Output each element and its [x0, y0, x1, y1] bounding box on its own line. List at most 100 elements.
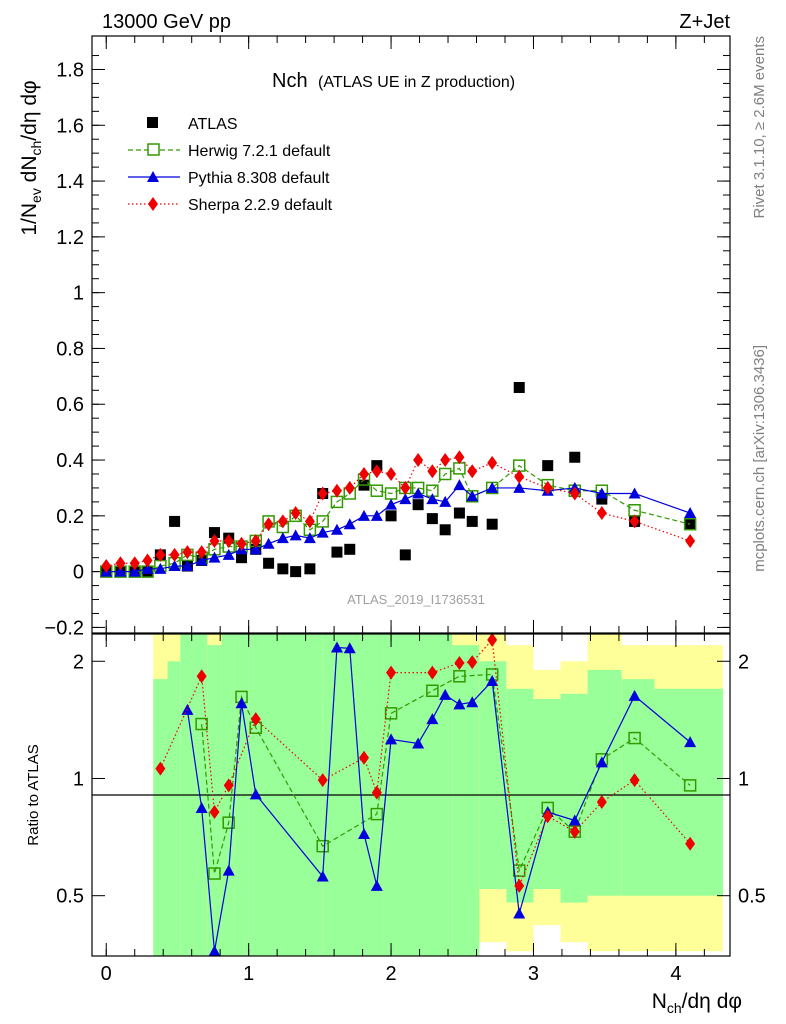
main-y-tick-label: 1.4: [56, 171, 84, 193]
x-tick-label: 4: [670, 963, 681, 985]
main-point-sherpa-2-2-9-default: [514, 469, 525, 484]
ratio-point-pythia-8-308-default: [249, 788, 262, 800]
mcplots-source-label: mcplots.cern.ch [arXiv:1306.3436]: [751, 345, 768, 572]
main-point-sherpa-2-2-9-default: [454, 450, 465, 465]
main-y-axis-ticks: −0.2 0 0.2 0.4 0.6 0.8 1 1.2 1.4 1.6 1.8: [45, 55, 730, 639]
plot-title-sub: (ATLAS UE in Z production): [318, 74, 515, 91]
ratio-point-pythia-8-308-default: [513, 907, 526, 919]
main-line-herwig-7-2-1-default: [106, 464, 691, 573]
ratio-point-pythia-8-308-default: [568, 814, 581, 826]
ratio-point-sherpa-2-2-9-default: [209, 805, 220, 820]
ratio-point-sherpa-2-2-9-default: [371, 785, 382, 800]
main-point-pythia-8-308-default: [358, 509, 371, 521]
main-point-pythia-8-308-default: [249, 543, 262, 555]
ratio-y-tick-label: 0.5: [56, 886, 84, 908]
main-point-atlas: [596, 493, 608, 505]
main-point-pythia-8-308-default: [330, 523, 343, 535]
main-point-pythia-8-308-default: [262, 537, 275, 549]
main-series-herwig-7-2-1-default: [99, 459, 697, 578]
main-point-atlas: [263, 557, 275, 569]
main-point-atlas: [542, 460, 554, 472]
main-point-herwig-7-2-1-default: [438, 467, 452, 481]
ratio-plot-panel: 0 1 2 3 4 0.5 0.5 1 1 2 2 Ratio to ATLAS Nch/dη dφ: [25, 36, 766, 1016]
main-point-atlas: [426, 513, 438, 525]
main-point-pythia-8-308-default: [684, 507, 697, 519]
ratio-point-pythia-8-308-default: [330, 641, 343, 653]
main-point-atlas: [399, 549, 411, 561]
ratio-point-pythia-8-308-default: [439, 688, 452, 700]
main-point-sherpa-2-2-9-default: [250, 533, 261, 548]
uncertainty-band-inner: [167, 661, 181, 956]
ratio-point-pythia-8-308-default: [385, 733, 398, 745]
main-point-sherpa-2-2-9-default: [290, 506, 301, 521]
uncertainty-band-inner: [560, 693, 588, 903]
main-point-sherpa-2-2-9-default: [413, 453, 424, 468]
ratio-point-sherpa-2-2-9-default: [629, 773, 640, 788]
main-point-sherpa-2-2-9-default: [277, 514, 288, 529]
main-point-sherpa-2-2-9-default: [629, 514, 640, 529]
ratio-y-tick-label-right: 1: [738, 768, 749, 790]
main-y-tick-label: −0.2: [45, 617, 84, 639]
main-point-sherpa-2-2-9-default: [569, 486, 580, 501]
uncertainty-band-inner: [452, 645, 480, 956]
ratio-point-pythia-8-308-default: [486, 674, 499, 686]
ratio-point-herwig-7-2-1-default: [222, 816, 235, 829]
ratio-point-sherpa-2-2-9-default: [596, 795, 607, 810]
main-point-sherpa-2-2-9-default: [331, 483, 342, 498]
main-point-sherpa-2-2-9-default: [223, 533, 234, 548]
ratio-series-sherpa-2-2-9-default: [155, 634, 696, 893]
main-point-sherpa-2-2-9-default: [359, 466, 370, 481]
ratio-point-sherpa-2-2-9-default: [196, 669, 207, 684]
main-plot-panel: −0.2 0 0.2 0.4 0.6 0.8 1 1.2 1.4 1.6 1.8 1/Nev dNc…: [18, 35, 731, 639]
main-point-pythia-8-308-default: [513, 481, 526, 493]
ratio-point-pythia-8-308-default: [412, 737, 425, 749]
main-point-pythia-8-308-default: [385, 498, 398, 510]
process-label: Z+Jet: [679, 11, 730, 33]
ratio-point-sherpa-2-2-9-default: [569, 824, 580, 839]
main-point-sherpa-2-2-9-default: [236, 536, 247, 551]
main-y-tick-label: 1: [73, 283, 84, 305]
legend-label-sherpa: Sherpa 2.2.9 default: [188, 197, 333, 214]
main-point-atlas: [486, 518, 498, 530]
main-point-pythia-8-308-default: [195, 554, 208, 566]
rivet-version-label: Rivet 3.1.10, ≥ 2.6M events: [751, 36, 768, 219]
uncertainty-band-inner: [234, 634, 249, 956]
uncertainty-band-inner: [248, 634, 323, 956]
uncertainty-band-inner: [621, 679, 655, 896]
x-tick-label: 2: [386, 963, 397, 985]
main-point-sherpa-2-2-9-default: [386, 466, 397, 481]
main-point-atlas: [169, 515, 181, 527]
main-point-sherpa-2-2-9-default: [129, 556, 140, 571]
main-series-pythia-8-308-default: [100, 479, 697, 577]
ratio-point-sherpa-2-2-9-default: [317, 773, 328, 788]
main-point-pythia-8-308-default: [222, 548, 235, 560]
legend-label-pythia: Pythia 8.308 default: [188, 170, 330, 187]
x-tick-label: 0: [101, 963, 112, 985]
main-point-pythia-8-308-default: [439, 495, 452, 507]
x-tick-label: 3: [528, 963, 539, 985]
ratio-point-herwig-7-2-1-default: [370, 807, 384, 821]
ratio-point-pythia-8-308-default: [195, 801, 208, 813]
ratio-point-pythia-8-308-default: [222, 864, 235, 876]
ratio-point-herwig-7-2-1-default: [208, 867, 221, 880]
ratio-point-sherpa-2-2-9-default: [359, 750, 370, 765]
main-point-sherpa-2-2-9-default: [263, 517, 274, 532]
main-y-tick-label: 0.8: [56, 338, 84, 360]
main-point-sherpa-2-2-9-default: [371, 464, 382, 479]
main-point-sherpa-2-2-9-default: [467, 464, 478, 479]
ratio-point-herwig-7-2-1-default: [195, 717, 208, 731]
main-point-atlas: [513, 382, 525, 394]
main-point-pythia-8-308-default: [154, 562, 167, 574]
ratio-point-herwig-7-2-1-default: [453, 670, 466, 683]
ratio-point-pythia-8-308-default: [466, 696, 479, 708]
analysis-watermark: ATLAS_2019_I1736531: [347, 592, 485, 607]
ratio-point-sherpa-2-2-9-default: [223, 778, 234, 793]
ratio-point-sherpa-2-2-9-default: [487, 634, 498, 647]
uncertainty-band-inner: [180, 634, 195, 956]
plot-title-main: Nch: [272, 70, 308, 92]
main-point-pythia-8-308-default: [486, 481, 499, 493]
main-data-series: [99, 382, 697, 578]
uncertainty-band-inner: [479, 661, 507, 890]
ratio-axis-ticks: 0 1 2 3 4 0.5 0.5 1 1 2 2: [56, 36, 766, 985]
